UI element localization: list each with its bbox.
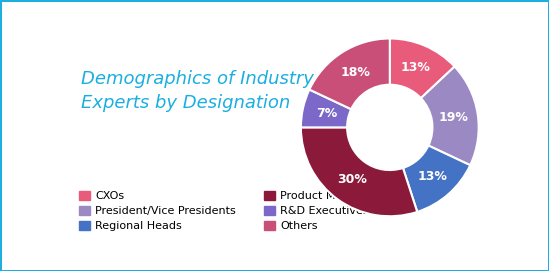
Text: 30%: 30%: [337, 173, 367, 186]
Text: 18%: 18%: [340, 66, 370, 79]
Text: 19%: 19%: [439, 111, 469, 124]
Legend: CXOs, President/Vice Presidents, Regional Heads, Product Managers, R&D Executive: CXOs, President/Vice Presidents, Regiona…: [74, 186, 386, 235]
Wedge shape: [390, 38, 455, 98]
Wedge shape: [301, 89, 351, 127]
Wedge shape: [421, 66, 479, 165]
Text: Demographics of Industry
Experts by Designation: Demographics of Industry Experts by Desi…: [81, 70, 314, 112]
Text: 13%: 13%: [401, 61, 430, 74]
Wedge shape: [403, 146, 470, 212]
Text: 13%: 13%: [418, 170, 447, 183]
Wedge shape: [301, 127, 417, 216]
Wedge shape: [310, 38, 390, 109]
Text: 7%: 7%: [316, 107, 337, 120]
